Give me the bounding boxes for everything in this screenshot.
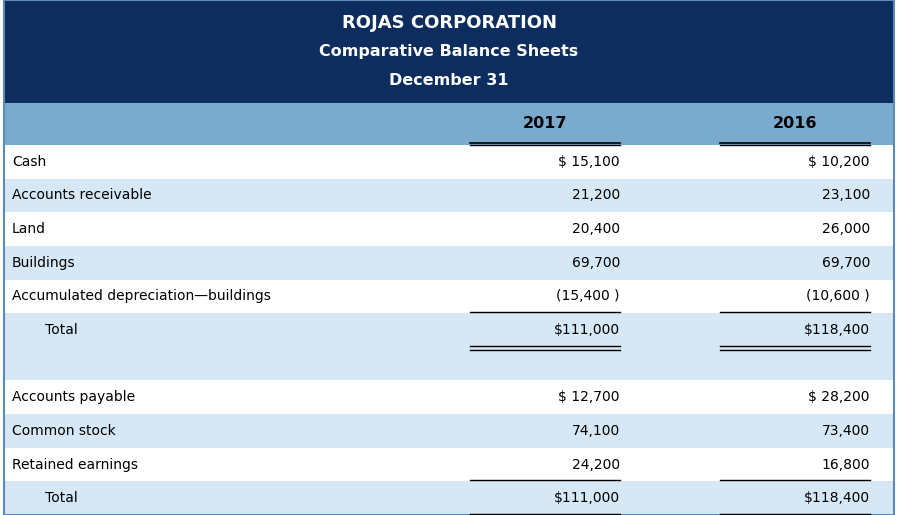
Text: Accumulated depreciation—buildings: Accumulated depreciation—buildings: [12, 289, 271, 303]
Bar: [4, 0, 894, 103]
Text: $ 12,700: $ 12,700: [559, 390, 620, 404]
Text: (15,400 ): (15,400 ): [557, 289, 620, 303]
Bar: [4, 145, 894, 179]
Bar: [4, 103, 894, 145]
Bar: [4, 347, 894, 381]
Text: 73,400: 73,400: [822, 424, 870, 438]
Text: 2016: 2016: [773, 116, 817, 131]
Bar: [4, 280, 894, 313]
Text: $118,400: $118,400: [804, 323, 870, 337]
Bar: [4, 179, 894, 212]
Text: 2017: 2017: [523, 116, 568, 131]
Bar: [4, 448, 894, 482]
Text: Retained earnings: Retained earnings: [12, 457, 138, 472]
Bar: [4, 414, 894, 448]
Bar: [4, 381, 894, 414]
Bar: [4, 482, 894, 515]
Text: Land: Land: [12, 222, 46, 236]
Text: $111,000: $111,000: [554, 491, 620, 505]
Text: Comparative Balance Sheets: Comparative Balance Sheets: [320, 44, 578, 59]
Text: Total: Total: [32, 323, 78, 337]
Bar: [4, 313, 894, 347]
Bar: [4, 212, 894, 246]
Text: 69,700: 69,700: [572, 256, 620, 270]
Text: 20,400: 20,400: [572, 222, 620, 236]
Text: $ 28,200: $ 28,200: [808, 390, 870, 404]
Text: 23,100: 23,100: [822, 188, 870, 202]
Text: 26,000: 26,000: [822, 222, 870, 236]
Text: Common stock: Common stock: [12, 424, 116, 438]
Text: 24,200: 24,200: [572, 457, 620, 472]
Bar: [4, 246, 894, 280]
Text: 69,700: 69,700: [822, 256, 870, 270]
Text: $111,000: $111,000: [554, 323, 620, 337]
Text: $ 10,200: $ 10,200: [808, 155, 870, 169]
Text: Accounts receivable: Accounts receivable: [12, 188, 152, 202]
Text: Accounts payable: Accounts payable: [12, 390, 135, 404]
Text: Total: Total: [32, 491, 78, 505]
Text: (10,600 ): (10,600 ): [806, 289, 870, 303]
Text: 74,100: 74,100: [572, 424, 620, 438]
Text: ROJAS CORPORATION: ROJAS CORPORATION: [341, 14, 557, 31]
Text: $ 15,100: $ 15,100: [559, 155, 620, 169]
Text: $118,400: $118,400: [804, 491, 870, 505]
Text: Cash: Cash: [12, 155, 47, 169]
Text: Buildings: Buildings: [12, 256, 75, 270]
Text: 16,800: 16,800: [822, 457, 870, 472]
Text: 21,200: 21,200: [572, 188, 620, 202]
Text: December 31: December 31: [389, 73, 509, 88]
